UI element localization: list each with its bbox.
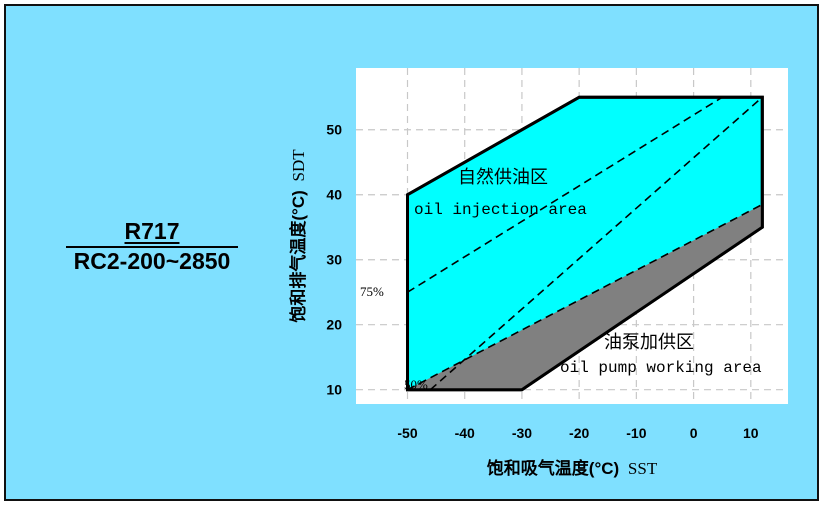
y-axis-label: 饱和排气温度(°C) SDT bbox=[288, 149, 308, 323]
x-axis-label: 饱和吸气温度(°C) SST bbox=[487, 458, 658, 478]
envelope-outline bbox=[406, 95, 764, 392]
x-tick-label: -30 bbox=[512, 425, 532, 441]
x-tick-label: 0 bbox=[690, 425, 698, 441]
x-tick-labels: -50 -40 -30 -20 -10 0 10 bbox=[397, 425, 758, 441]
y-tick-label: 20 bbox=[326, 317, 342, 333]
y-tick-labels: 10 20 30 40 50 bbox=[326, 122, 342, 398]
x-tick-label: -50 bbox=[397, 425, 417, 441]
x-tick-label: 10 bbox=[743, 425, 759, 441]
y-tick-label: 50 bbox=[326, 122, 342, 138]
label-75: 75% bbox=[360, 284, 384, 299]
dashed-line-3 bbox=[407, 203, 763, 391]
refrigerant-label: R717 bbox=[124, 218, 180, 244]
dashed-line-1 bbox=[407, 96, 723, 293]
label-50: 50% bbox=[404, 377, 428, 392]
x-axis-label-en: SST bbox=[628, 459, 658, 478]
y-tick-label: 30 bbox=[326, 252, 342, 268]
region-oil-pump-en: oil pump working area bbox=[560, 359, 762, 377]
dashed-lines bbox=[407, 96, 763, 391]
y-axis-label-cn: 饱和排气温度(°C) bbox=[288, 190, 308, 322]
dashed-line-2 bbox=[429, 96, 763, 391]
region-oil-injection-cn: 自然供油区 bbox=[458, 167, 548, 187]
compressor-label: RC2-200~2850 bbox=[65, 246, 239, 274]
region-oil-pump-cn: 油泵加供区 bbox=[604, 332, 694, 352]
x-axis-label-cn: 饱和吸气温度(°C) bbox=[487, 458, 619, 478]
y-tick-label: 40 bbox=[326, 187, 342, 203]
model-label: R717 RC2-200~2850 bbox=[52, 218, 252, 274]
x-tick-label: -20 bbox=[569, 425, 589, 441]
y-tick-label: 10 bbox=[326, 382, 342, 398]
y-axis-label-en: SDT bbox=[289, 149, 308, 182]
x-tick-label: -10 bbox=[626, 425, 646, 441]
region-oil-injection-en: oil injection area bbox=[414, 201, 587, 219]
x-tick-label: -40 bbox=[455, 425, 475, 441]
